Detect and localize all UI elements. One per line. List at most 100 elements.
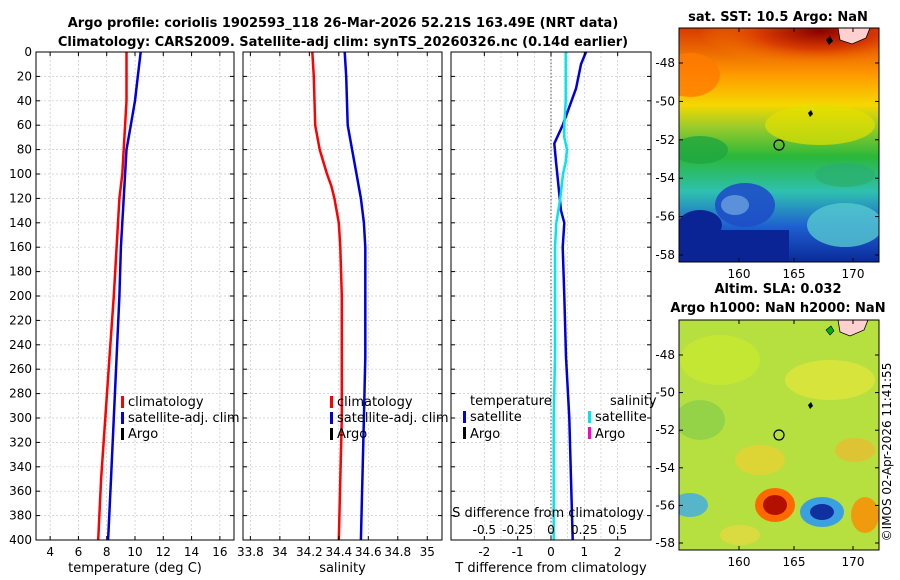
legend-s-satellite-swatch bbox=[588, 411, 591, 423]
x-tick-label: 34.8 bbox=[384, 545, 411, 559]
x-tick-label: 34 bbox=[272, 545, 287, 559]
legend-climatology-label: climatology bbox=[128, 395, 204, 410]
sst-patch bbox=[679, 53, 720, 97]
map-y-tick-label: -56 bbox=[655, 210, 675, 224]
x-tick-label: 34.6 bbox=[355, 545, 382, 559]
difference-panel: -2 -1 0 1 2 T difference from climatology bbox=[450, 51, 652, 576]
sla-coastline bbox=[837, 320, 869, 337]
sla-patch bbox=[680, 335, 760, 385]
map-x-tick-label: 170 bbox=[842, 267, 865, 281]
sst-map: sat. SST: 10.5 Argo: NaN -48 -50 -52 -54 -56… bbox=[655, 10, 880, 281]
salinity-legend: climatology satellite-adj. clim Argo bbox=[330, 395, 449, 442]
sst-cold-patch bbox=[679, 210, 722, 240]
legend-s-argo-label: Argo bbox=[595, 427, 625, 442]
sst-patch bbox=[765, 105, 875, 145]
s-tick-label: 0.25 bbox=[571, 523, 598, 537]
y-tick-label: 0 bbox=[24, 45, 32, 59]
x-tick-label: 34.4 bbox=[325, 545, 352, 559]
y-tick-label: 180 bbox=[9, 265, 32, 279]
series-line-satellite-adj-clim bbox=[106, 51, 142, 541]
sla-patch bbox=[679, 400, 725, 440]
y-tick-label: 240 bbox=[9, 338, 32, 352]
x-axis-label: temperature (deg C) bbox=[68, 561, 202, 576]
legend-salinity-title: salinity bbox=[610, 394, 657, 409]
sst-island bbox=[808, 110, 813, 117]
sla-patch bbox=[720, 525, 760, 545]
s-difference-label: S difference from climatology bbox=[452, 506, 644, 521]
map-y-tick-label: -58 bbox=[655, 248, 675, 262]
map-y-tick-label: -48 bbox=[655, 56, 675, 70]
s-tick-label: -0.5 bbox=[473, 523, 496, 537]
sla-low bbox=[679, 493, 708, 517]
y-tick-label: 60 bbox=[17, 118, 32, 132]
series-line-salinity-satellite bbox=[552, 52, 569, 540]
sla-map-frame bbox=[678, 319, 880, 551]
argo-location-marker bbox=[773, 429, 785, 441]
x-tick-label: -2 bbox=[478, 545, 490, 559]
y-tick-label: 380 bbox=[9, 509, 32, 523]
x-tick-label: 1 bbox=[581, 545, 589, 559]
x-tick-label: 6 bbox=[75, 545, 83, 559]
y-tick-label: 280 bbox=[9, 387, 32, 401]
s-tick-label: 0.5 bbox=[608, 523, 627, 537]
sst-patch bbox=[679, 136, 728, 164]
legend-t-satellite-label: satellite bbox=[470, 410, 522, 425]
series-line-climatology bbox=[96, 52, 128, 541]
legend-t-argo-swatch bbox=[463, 427, 466, 439]
y-tick-label: 260 bbox=[9, 362, 32, 376]
map-y-tick-label: -52 bbox=[655, 133, 675, 147]
y-tick-label: 360 bbox=[9, 484, 32, 498]
map-y-tick-label: -56 bbox=[655, 498, 675, 512]
legend-temperature-title: temperature bbox=[470, 394, 552, 409]
y-tick-label: 220 bbox=[9, 313, 32, 327]
argo-location-marker bbox=[773, 139, 785, 151]
sla-island bbox=[825, 325, 835, 336]
sst-map-title: sat. SST: 10.5 Argo: NaN bbox=[688, 10, 868, 25]
sla-patch bbox=[735, 445, 785, 475]
x-tick-label: 33.8 bbox=[237, 545, 264, 559]
imos-watermark: ©IMOS 02-Apr-2026 11:41:55 bbox=[880, 363, 894, 542]
y-tick-label: 320 bbox=[9, 435, 32, 449]
s-tick-label: 0 bbox=[547, 523, 555, 537]
map-y-tick-label: -50 bbox=[655, 94, 675, 108]
map-y-tick-label: -54 bbox=[655, 461, 675, 475]
x-tick-label: 2 bbox=[614, 545, 622, 559]
x-tick-label: 14 bbox=[184, 545, 199, 559]
map-x-tick-label: 165 bbox=[783, 267, 806, 281]
y-tick-label: 20 bbox=[17, 69, 32, 83]
legend-satellite-swatch bbox=[121, 412, 124, 424]
sst-map-axes: -48 -50 -52 -54 -56 -58 160 165 170 bbox=[655, 28, 879, 281]
legend-satellite-label: satellite-adj. clim bbox=[128, 411, 240, 426]
legend-t-satellite-swatch bbox=[463, 411, 466, 423]
x-tick-label: -1 bbox=[512, 545, 524, 559]
sla-map-axes: -48 -50 -52 -54 -56 -58 160 165 170 bbox=[655, 320, 879, 569]
sst-patch bbox=[807, 203, 879, 247]
sla-map-title-line2: Argo h1000: NaN h2000: NaN bbox=[670, 301, 885, 316]
sst-island bbox=[826, 36, 833, 45]
sst-patch bbox=[815, 163, 875, 187]
y-tick-label: 200 bbox=[9, 289, 32, 303]
map-y-tick-label: -50 bbox=[655, 386, 675, 400]
legend-argo-swatch bbox=[121, 428, 124, 440]
map-x-tick-label: 160 bbox=[728, 267, 751, 281]
s-difference-ticks: -0.5 -0.25 0 0.25 0.5 bbox=[473, 523, 628, 537]
sst-map-frame bbox=[678, 27, 880, 263]
sla-low-core bbox=[810, 504, 834, 520]
sla-patch bbox=[785, 360, 875, 400]
legend-satellite-label: satellite-adj. clim bbox=[337, 411, 449, 426]
x-tick-label: 16 bbox=[212, 545, 227, 559]
map-x-tick-label: 160 bbox=[728, 555, 751, 569]
series-line-climatology bbox=[311, 51, 344, 541]
map-x-tick-label: 165 bbox=[783, 555, 806, 569]
y-tick-label: 340 bbox=[9, 460, 32, 474]
legend-argo-label: Argo bbox=[128, 427, 158, 442]
map-y-tick-label: -54 bbox=[655, 171, 675, 185]
map-y-tick-label: -48 bbox=[655, 348, 675, 362]
x-tick-label: 35 bbox=[420, 545, 435, 559]
legend-s-satellite-label: satellite bbox=[595, 410, 647, 425]
figure-title-line2: Climatology: CARS2009. Satellite-adj cli… bbox=[58, 35, 628, 50]
sst-coastline bbox=[837, 28, 871, 45]
figure-title-line1: Argo profile: coriolis 1902593_118 26-Ma… bbox=[68, 16, 619, 31]
difference-legend-temperature: temperature satellite Argo bbox=[463, 394, 552, 442]
